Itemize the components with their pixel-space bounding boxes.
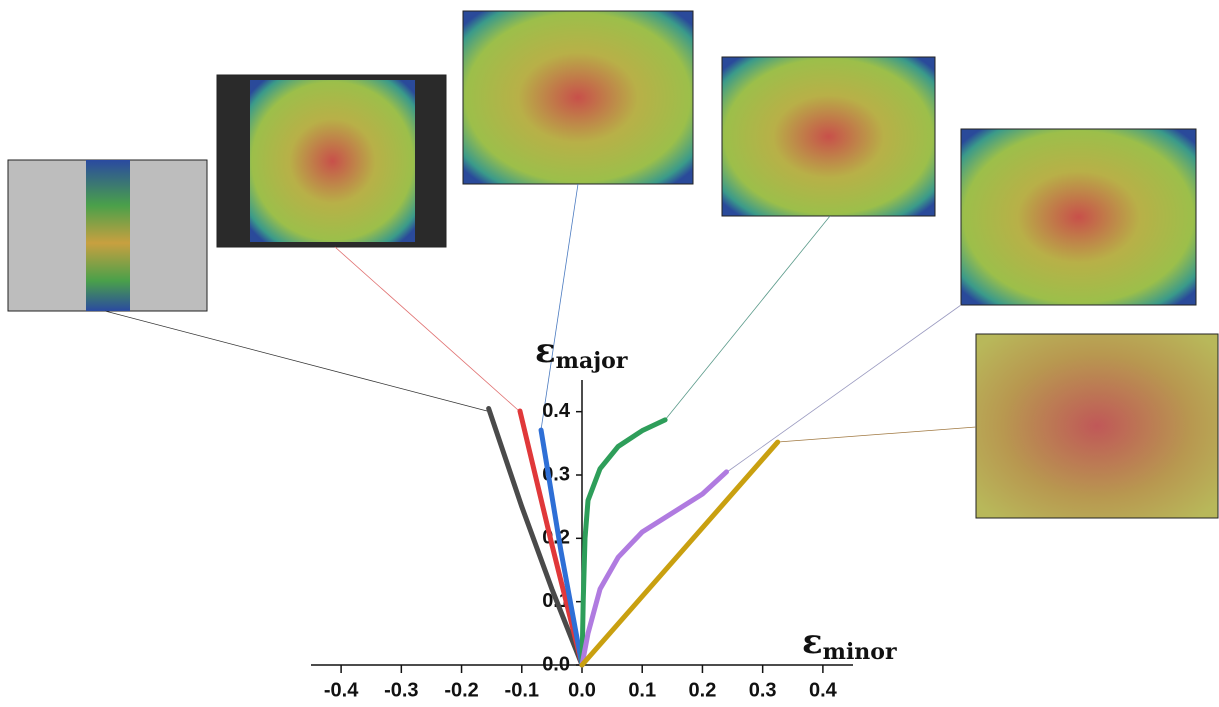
x-tick-label: 0.2 [689,679,717,701]
specimen-strain-map [250,80,415,242]
axis-symbol: ε [802,622,823,662]
x-tick-label: 0.4 [809,679,838,701]
specimen-photo [462,10,694,185]
y-axis-label: εmajor [535,331,628,374]
strain-path [538,427,585,668]
x-tick-label: -0.1 [505,679,539,701]
leader-line [726,304,962,473]
x-tick-label: 0.1 [628,679,656,701]
leader-line [104,310,488,412]
y-tick-label: 0.0 [542,653,570,675]
strain-path [579,439,781,668]
strain-path [579,469,730,668]
axis-subscript: major [556,348,628,374]
x-tick-label: -0.4 [324,679,359,701]
leader-line [540,183,579,431]
leader-lines [104,183,977,473]
specimen-photo [960,128,1197,306]
x-tick-label: -0.2 [444,679,478,701]
x-tick-label: -0.3 [384,679,418,701]
axis-subscript: minor [823,639,897,665]
specimen-photo [975,333,1219,519]
x-tick-label: 0.0 [568,679,596,701]
y-tick-label: 0.4 [542,400,571,422]
strain-path [517,408,585,668]
specimen-images [7,10,1219,519]
strain-path [579,417,668,668]
x-tick-label: 0.3 [749,679,777,701]
axis-symbol: ε [535,331,556,371]
leader-line [664,215,831,421]
specimen-strain-map [86,160,130,311]
specimen-photo [721,56,936,217]
leader-line [334,246,519,411]
leader-line [777,426,977,443]
strain-path [486,406,585,668]
x-axis-label: εminor [802,622,897,665]
